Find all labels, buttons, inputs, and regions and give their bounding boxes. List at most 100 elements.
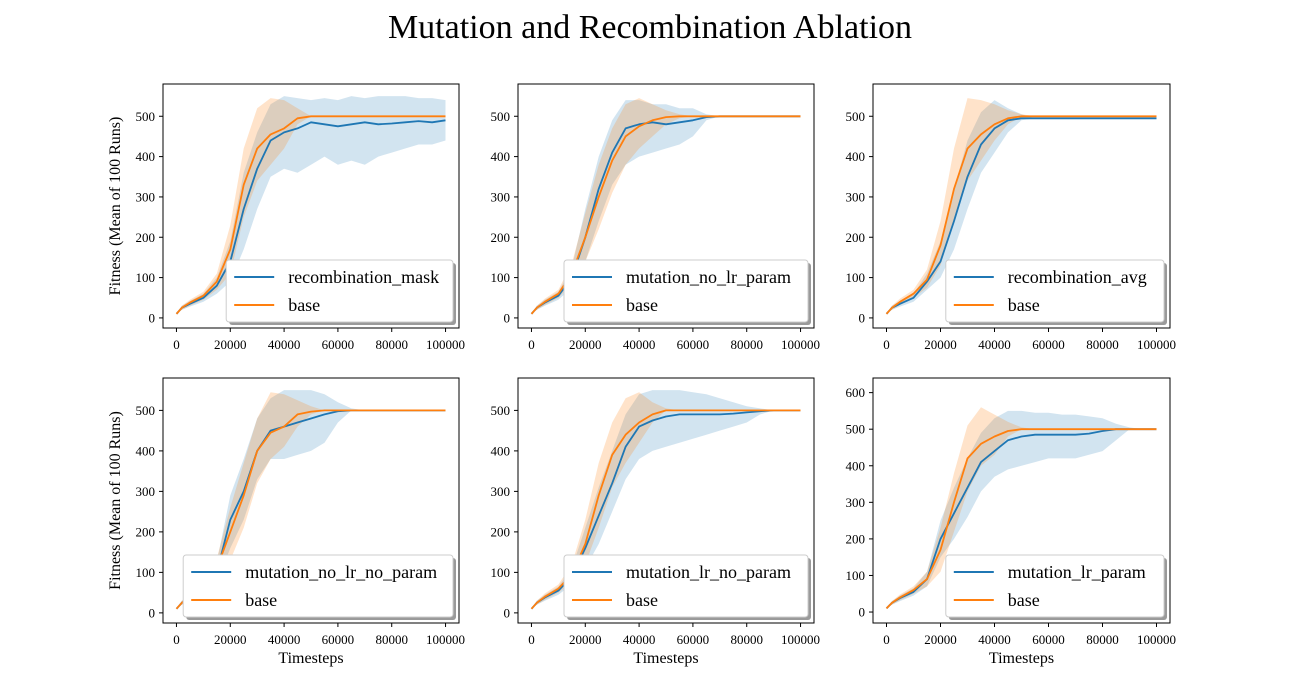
y-tick-label: 200 (846, 531, 866, 546)
subplot-top-right: 0 20000 40000 60000 80000 100000 0 100 200 300 400… (846, 83, 1176, 352)
legend-label-variant: recombination_mask (288, 267, 439, 287)
y-tick-label: 600 (846, 385, 866, 400)
x-tick-label: 100000 (781, 632, 820, 647)
line-base (175, 115, 446, 315)
y-axis-label: Fitness (Mean of 100 Runs) (107, 411, 124, 590)
band-base (176, 98, 446, 314)
x-tick-label: 40000 (978, 337, 1011, 352)
x-tick-label: 20000 (569, 337, 602, 352)
y-tick-label: 300 (491, 189, 511, 204)
y-tick-label: 400 (136, 443, 156, 458)
axes-frame (872, 377, 1171, 624)
legend-label-variant: recombination_avg (1008, 267, 1147, 287)
band-base (886, 407, 1157, 609)
subplot-top-middle: 0 20000 40000 60000 80000 100000 0 100 200 300 400… (491, 83, 820, 352)
subplot-bottom-left: 0 20000 40000 60000 80000 100000 0 100 200 300 400… (107, 377, 465, 667)
x-tick-label: 20000 (214, 337, 247, 352)
x-tick-label: 20000 (214, 632, 247, 647)
x-tick-label: 20000 (924, 337, 957, 352)
plot-area (175, 96, 446, 315)
x-tick-label: 80000 (1086, 632, 1119, 647)
panels: 0 20000 40000 60000 80000 1000000100200300400… (107, 83, 1176, 667)
legend-label-variant: mutation_lr_no_param (626, 562, 791, 582)
x-tick-label: 0 (528, 337, 535, 352)
legend-label-base: base (1008, 295, 1040, 315)
line-variant (885, 117, 1157, 315)
y-tick-label: 500 (846, 422, 866, 437)
y-tick-label: 400 (491, 149, 511, 164)
x-axis-label: Timesteps (633, 650, 698, 667)
line-variant (175, 119, 446, 315)
x-tick-label: 80000 (1086, 337, 1119, 352)
y-tick-label: 200 (136, 524, 156, 539)
x-tick-label: 60000 (1032, 337, 1065, 352)
x-tick-label: 0 (883, 337, 890, 352)
y-tick-label: 500 (491, 403, 511, 418)
x-tick-label: 60000 (322, 632, 355, 647)
x-tick-label: 60000 (1032, 632, 1065, 647)
x-axis-label: Timesteps (989, 650, 1054, 667)
y-tick-label: 0 (504, 310, 511, 325)
y-tick-label: 200 (491, 524, 511, 539)
y-tick-label: 500 (136, 109, 156, 124)
y-tick-label: 500 (491, 109, 511, 124)
band-base (886, 98, 1157, 314)
y-tick-label: 100 (136, 270, 156, 285)
axes-frame (872, 83, 1171, 329)
y-tick-label: 400 (136, 149, 156, 164)
x-tick-label: 80000 (730, 632, 763, 647)
y-tick-label: 100 (846, 568, 866, 583)
y-tick-label: 300 (846, 189, 866, 204)
axes-frame (162, 83, 460, 329)
x-tick-label: 100000 (426, 337, 465, 352)
x-tick-label: 80000 (375, 337, 408, 352)
figure-title: Mutation and Recombination Ablation (388, 9, 912, 46)
y-tick-label: 100 (491, 565, 511, 580)
y-tick-label: 200 (491, 230, 511, 245)
plot-area (885, 407, 1157, 610)
band-base (531, 392, 801, 609)
legend-box (225, 259, 454, 323)
y-tick-label: 400 (846, 149, 866, 164)
y-tick-label: 0 (859, 605, 866, 620)
legend-label-variant: mutation_no_lr_no_param (245, 562, 437, 582)
x-tick-label: 20000 (924, 632, 957, 647)
legend-label-variant: mutation_lr_param (1008, 562, 1146, 582)
y-tick-label: 300 (136, 484, 156, 499)
subplot-bottom-right: 0 20000 40000 60000 80000 100000 0 100 200 300 400… (846, 377, 1176, 667)
y-tick-label: 400 (846, 458, 866, 473)
x-tick-label: 60000 (322, 337, 355, 352)
x-tick-label: 40000 (623, 337, 656, 352)
y-axis-label: Fitness (Mean of 100 Runs) (107, 117, 124, 296)
y-tick-label: 0 (859, 310, 866, 325)
x-tick-label: 60000 (677, 632, 710, 647)
legend-label-base: base (626, 590, 658, 610)
legend-box (563, 554, 809, 618)
legend-label-variant: mutation_no_lr_param (626, 267, 791, 287)
x-axis-label: Timesteps (278, 650, 343, 667)
band-variant (531, 390, 801, 609)
y-tick-label: 500 (136, 403, 156, 418)
y-tick-label: 400 (491, 443, 511, 458)
y-tick-label: 300 (136, 189, 156, 204)
y-tick-label: 0 (149, 310, 156, 325)
x-tick-label: 0 (173, 337, 180, 352)
axes-frame (517, 83, 815, 329)
x-tick-label: 60000 (677, 337, 710, 352)
x-tick-label: 40000 (978, 632, 1011, 647)
legend-box (182, 554, 454, 618)
x-tick-label: 0 (173, 632, 180, 647)
x-tick-label: 80000 (730, 337, 763, 352)
plot-area (885, 98, 1157, 315)
y-tick-label: 100 (846, 270, 866, 285)
x-tick-label: 0 (528, 632, 535, 647)
y-tick-label: 300 (491, 484, 511, 499)
subplot-bottom-middle: 0 20000 40000 60000 80000 100000 0 100 200 300 400… (491, 377, 820, 667)
